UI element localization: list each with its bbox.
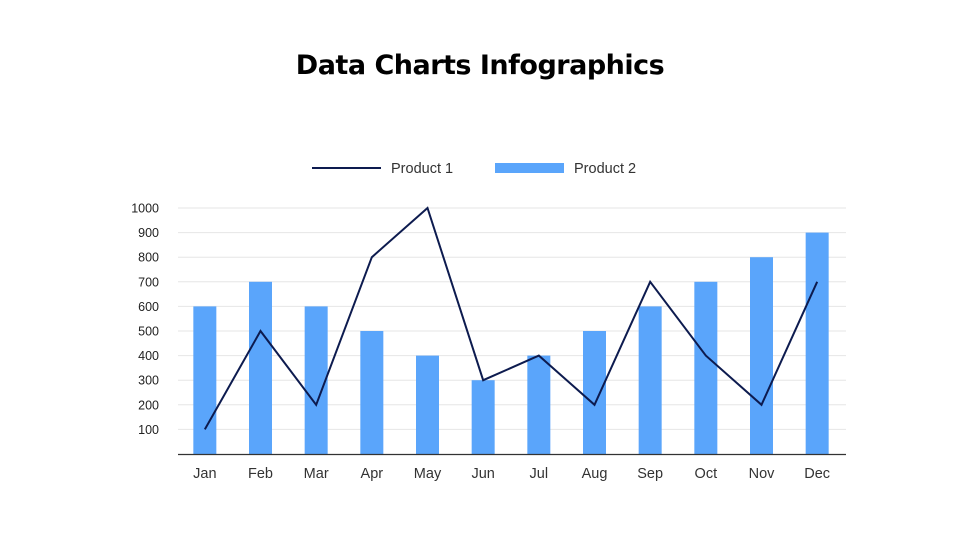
y-tick-label: 700 xyxy=(138,275,159,289)
legend: Product 1 Product 2 xyxy=(312,161,636,177)
x-tick-label: Sep xyxy=(637,466,663,482)
legend-label-product-2: Product 2 xyxy=(574,161,636,177)
y-tick-label: 900 xyxy=(138,226,159,240)
x-tick-label: Aug xyxy=(582,466,608,482)
bar-oct xyxy=(694,281,718,454)
product-2-bars xyxy=(193,232,829,454)
grid-lines xyxy=(178,207,846,430)
y-tick-label: 600 xyxy=(138,300,159,314)
x-tick-label: Feb xyxy=(248,466,273,482)
bar-sep xyxy=(638,306,662,454)
bar-jan xyxy=(193,306,217,454)
y-tick-label: 300 xyxy=(138,374,159,388)
bar-nov xyxy=(750,257,773,454)
y-tick-label: 500 xyxy=(138,325,159,339)
bar-dec xyxy=(805,232,829,454)
x-tick-label: Oct xyxy=(695,466,718,482)
bar-apr xyxy=(360,331,384,454)
x-tick-label: Nov xyxy=(749,466,776,482)
bar-may xyxy=(416,355,439,454)
bar-jun xyxy=(471,380,495,454)
x-tick-label: Mar xyxy=(304,466,329,482)
y-tick-label: 800 xyxy=(138,251,159,265)
y-tick-label: 1000 xyxy=(131,202,159,216)
y-tick-label: 200 xyxy=(138,398,159,412)
bar-mar xyxy=(304,306,328,454)
x-tick-label: Dec xyxy=(804,466,830,482)
x-tick-label: May xyxy=(414,466,442,482)
legend-label-product-1: Product 1 xyxy=(391,161,453,177)
x-tick-label: Apr xyxy=(361,466,384,482)
chart-title: Data Charts Infographics xyxy=(295,50,665,81)
legend-swatch-product-2 xyxy=(495,163,564,173)
product-1-line xyxy=(203,206,819,430)
x-tick-label: Jun xyxy=(471,466,494,482)
bar-feb xyxy=(249,281,272,454)
bar-jul xyxy=(527,355,551,454)
y-tick-label: 100 xyxy=(138,423,159,437)
series-line-product-1 xyxy=(203,206,819,430)
x-axis-labels: Jan Feb Mar Apr May Jun Jul Aug Sep Oct Nov Dec xyxy=(193,466,830,482)
x-tick-label: Jan xyxy=(193,466,216,482)
bar-aug xyxy=(583,331,606,454)
x-tick-label: Jul xyxy=(530,466,549,482)
y-axis-ticks: 100 200 300 400 500 600 700 800 900 1000 xyxy=(131,202,159,437)
y-tick-label: 400 xyxy=(138,349,159,363)
